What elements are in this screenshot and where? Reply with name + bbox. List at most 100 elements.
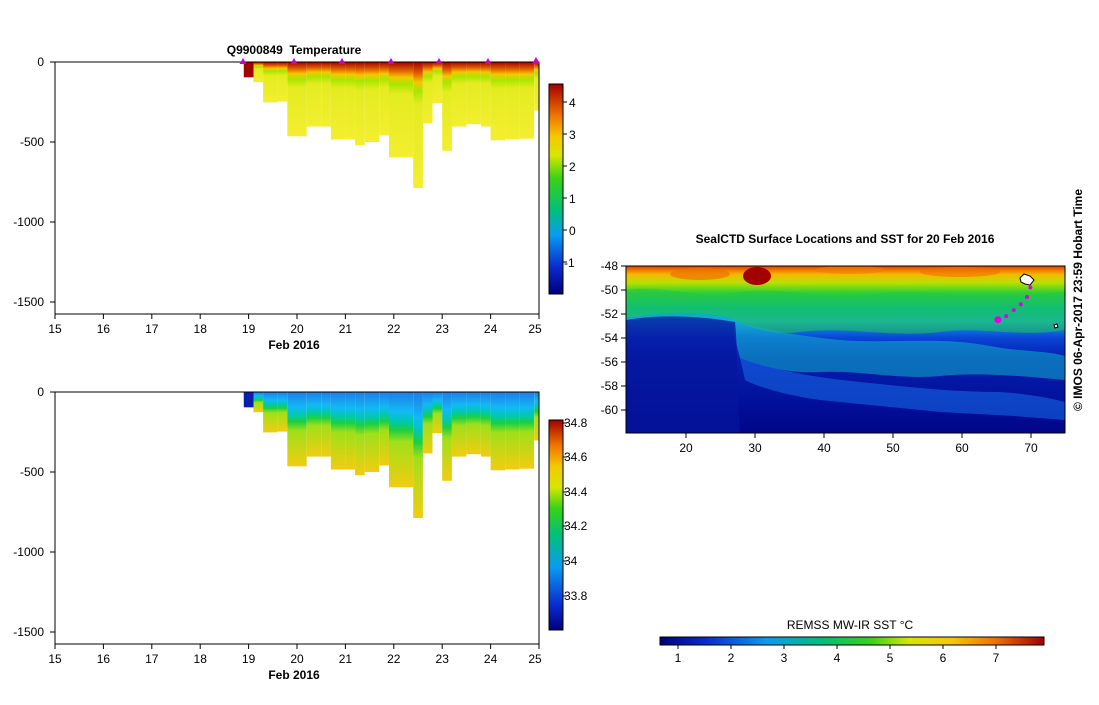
sst-teal-band	[730, 318, 1065, 380]
colorbar-tick-label: 0	[569, 224, 576, 238]
profile-marker	[484, 58, 492, 64]
profile-column	[379, 392, 389, 466]
profile-column	[389, 392, 404, 488]
profile-column	[287, 62, 297, 137]
x-tick-label: 21	[339, 652, 353, 666]
x-tick-label: 25	[528, 652, 542, 666]
profile-marker	[387, 58, 395, 64]
track-point	[1025, 295, 1029, 299]
x-tick-label: 18	[194, 652, 208, 666]
sst-map-panel: SealCTD Surface Locations and SST for 20…	[601, 232, 1066, 665]
y-tick-label: -48	[601, 259, 619, 273]
profile-column	[466, 392, 481, 455]
profile-column	[505, 392, 520, 470]
x-tick-label: 22	[387, 322, 401, 336]
track-point	[1004, 314, 1009, 319]
y-tick-label: -500	[20, 135, 44, 149]
y-tick-label: -60	[601, 403, 619, 417]
x-tick-label: 23	[436, 322, 450, 336]
sst-map-title: SealCTD Surface Locations and SST for 20…	[696, 232, 995, 246]
x-tick-label: 30	[748, 441, 762, 455]
profile-column	[321, 62, 331, 127]
temperature-y-axis: 0 -500 -1000 -1500	[13, 55, 55, 309]
salinity-colorbar: 33.8 34 34.2 34.4 34.6 34.8	[548, 416, 588, 631]
salinity-x-axis: 15 16 17 18 19 20 21 22 23 24 25 Feb 201…	[48, 644, 542, 682]
colorbar-tick-label: 7	[993, 651, 1000, 665]
y-tick-label: -52	[601, 307, 619, 321]
profile-column	[451, 62, 467, 127]
profile-column	[345, 392, 356, 470]
x-tick-label: 20	[290, 322, 304, 336]
x-tick-label: 50	[886, 441, 900, 455]
profile-column	[432, 62, 443, 104]
sst-field	[626, 266, 1065, 433]
colorbar-tick-label: 4	[569, 96, 576, 110]
colorbar-tick-label: 5	[887, 651, 894, 665]
kerguelen-coastline	[1019, 273, 1035, 286]
x-tick-label: 20	[290, 652, 304, 666]
profile-column	[364, 62, 380, 142]
x-tick-label: 15	[48, 652, 62, 666]
y-tick-label: -1000	[13, 545, 44, 559]
profile-marker	[338, 58, 346, 64]
profile-column	[364, 392, 380, 472]
x-tick-label: 15	[48, 322, 62, 336]
track-point	[1018, 302, 1023, 307]
profile-column	[277, 392, 288, 432]
colorbar-tick-label: 34.8	[564, 416, 588, 430]
profile-column	[345, 62, 356, 140]
sst-orange-patch	[920, 267, 1000, 277]
temperature-colorbar: -1 0 1 2 3 4	[548, 83, 576, 295]
sst-warm-patch	[743, 267, 771, 285]
temperature-profile-markers	[239, 57, 540, 64]
colorbar-tick-label: 3	[781, 651, 788, 665]
profile-column	[253, 392, 264, 413]
x-tick-label: 16	[97, 322, 111, 336]
colorbar-tick-label: 4	[834, 651, 841, 665]
colorbar-tick-label: 34.2	[564, 519, 588, 533]
sst-deep-blue-west	[626, 316, 740, 433]
x-axis-label: Feb 2016	[268, 668, 320, 682]
colorbar-tick-label: 33.8	[564, 589, 588, 603]
sst-blue-band	[740, 358, 1065, 420]
x-tick-label: 70	[1024, 441, 1038, 455]
profile-marker	[290, 58, 298, 64]
x-tick-label: 23	[436, 652, 450, 666]
profile-column	[321, 392, 331, 457]
x-tick-label: 18	[194, 322, 208, 336]
y-tick-label: -1000	[13, 215, 44, 229]
seal-track	[994, 285, 1033, 324]
sst-green-band	[626, 288, 1065, 334]
profile-marker	[239, 58, 247, 64]
profile-column	[480, 62, 491, 127]
profile-column	[403, 392, 414, 488]
profile-column	[306, 392, 322, 457]
x-tick-label: 19	[242, 652, 256, 666]
y-tick-label: -58	[601, 379, 619, 393]
x-tick-label: 22	[387, 652, 401, 666]
profile-column	[534, 392, 539, 441]
sst-orange-patch	[670, 268, 730, 280]
sst-map-frame	[625, 265, 1066, 434]
x-tick-label: 24	[484, 322, 498, 336]
colorbar-tick-label: 34	[564, 554, 578, 568]
first-profile-column	[243, 62, 254, 78]
sst-colorbar-label: REMSS MW-IR SST °C	[787, 618, 914, 632]
salinity-panel: 0 -500 -1000 -1500 15 16 17 18 19 20 21 …	[13, 385, 587, 682]
profile-column	[451, 392, 467, 457]
profile-column	[519, 392, 535, 469]
profile-column	[422, 392, 433, 454]
profile-column	[263, 392, 278, 433]
track-point	[1028, 285, 1033, 290]
profile-column	[330, 392, 346, 470]
profile-column	[505, 62, 520, 140]
y-tick-label: -1500	[13, 625, 44, 639]
salinity-y-axis: 0 -500 -1000 -1500	[13, 385, 55, 639]
colorbar-tick-label: 1	[675, 651, 682, 665]
colorbar-tick-label: 3	[569, 128, 576, 142]
x-tick-label: 17	[145, 322, 159, 336]
temperature-profiles	[243, 62, 539, 188]
sst-x-axis: 20 30 40 50 60 70	[679, 433, 1038, 455]
profile-column	[355, 62, 365, 146]
